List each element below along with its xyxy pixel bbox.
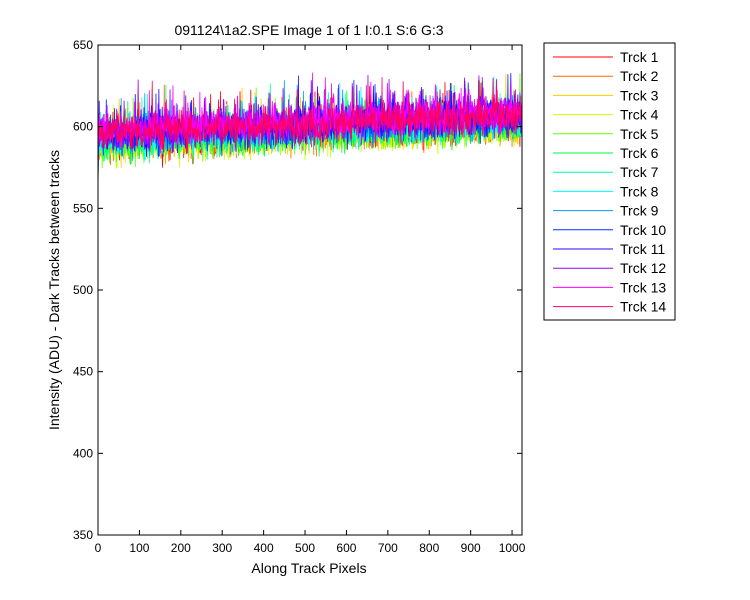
x-tick-label: 900	[461, 541, 481, 555]
x-tick-label: 200	[171, 541, 191, 555]
y-axis-title: Intensity (ADU) - Dark Tracks between tr…	[46, 150, 62, 430]
y-tick-label: 650	[73, 38, 93, 52]
legend-label: Trck 7	[620, 164, 659, 180]
x-axis: 0 100 200 300 400 500 600 700 800 900 1000	[95, 45, 526, 555]
chart-title: 091124\1a2.SPE Image 1 of 1 I:0.1 S:6 G:…	[174, 22, 443, 38]
legend-label: Trck 3	[620, 87, 659, 103]
x-tick-label: 1000	[499, 541, 526, 555]
legend: Trck 1 Trck 2 Trck 3 Trck 4 Trck 5 Trck 6 Trck…	[543, 42, 676, 321]
x-tick-label: 800	[419, 541, 439, 555]
legend-label: Trck 8	[620, 183, 659, 199]
x-tick-label: 300	[212, 541, 232, 555]
y-tick-label: 400	[73, 446, 93, 460]
series-line-trck-14	[98, 77, 522, 176]
x-tick-label: 400	[254, 541, 274, 555]
y-tick-label: 500	[73, 283, 93, 297]
x-tick-label: 100	[129, 541, 149, 555]
x-axis-title: Along Track Pixels	[251, 560, 366, 576]
legend-label: Trck 12	[620, 260, 666, 276]
y-tick-label: 550	[73, 201, 93, 215]
legend-label: Trck 10	[620, 222, 666, 238]
legend-label: Trck 2	[620, 68, 659, 84]
legend-label: Trck 14	[620, 299, 666, 315]
y-tick-label: 350	[73, 528, 93, 542]
legend-label: Trck 13	[620, 279, 666, 295]
legend-label: Trck 5	[620, 126, 659, 142]
x-tick-label: 600	[336, 541, 356, 555]
legend-label: Trck 11	[620, 241, 665, 257]
legend-box	[543, 42, 676, 321]
y-axis: 350 400 450 500 550 600 650	[73, 38, 522, 542]
legend-label: Trck 4	[620, 107, 659, 123]
legend-label: Trck 9	[620, 203, 659, 219]
series-layer	[98, 72, 522, 198]
y-tick-label: 450	[73, 365, 93, 379]
legend-label: Trck 6	[620, 145, 659, 161]
x-tick-label: 0	[95, 541, 102, 555]
legend-label: Trck 1	[620, 49, 659, 65]
x-tick-label: 500	[295, 541, 315, 555]
x-tick-label: 700	[378, 541, 398, 555]
y-tick-label: 600	[73, 120, 93, 134]
